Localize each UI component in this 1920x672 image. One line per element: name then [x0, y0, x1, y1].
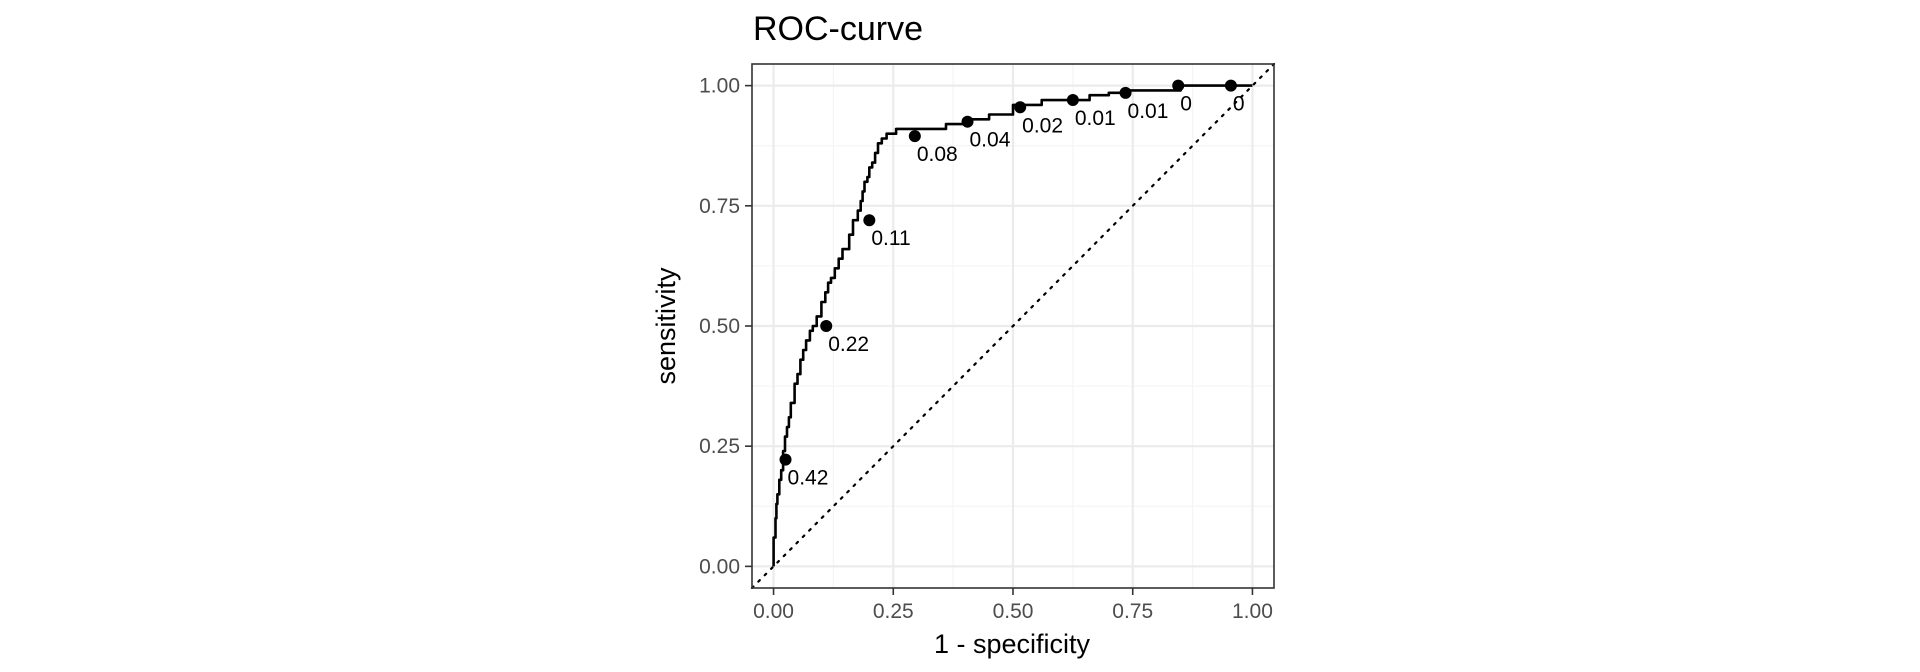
x-axis-title: 1 - specificity: [934, 629, 1091, 659]
y-axis: 0.00 0.25 0.50 0.75 1.00: [699, 75, 752, 578]
x-tick-label: 0.50: [993, 600, 1034, 623]
chart-title: ROC-curve: [753, 10, 923, 48]
y-tick-label: 1.00: [699, 75, 740, 98]
threshold-point: [1066, 94, 1079, 107]
x-tick-label: 1.00: [1232, 600, 1273, 623]
x-tick-label: 0.00: [753, 600, 794, 623]
y-tick-label: 0.00: [699, 555, 740, 578]
roc-curve-line: [772, 84, 1253, 567]
grid: [752, 64, 1274, 588]
threshold-label: 0.02: [1022, 114, 1063, 137]
threshold-label: 0.08: [917, 143, 958, 166]
threshold-point: [961, 115, 974, 128]
threshold-label: 0.01: [1075, 107, 1116, 130]
reference-line: [750, 62, 1276, 590]
threshold-label: 0.11: [871, 227, 910, 250]
threshold-point: [908, 130, 921, 143]
x-tick-label: 0.25: [873, 600, 914, 623]
threshold-label: 0.01: [1128, 100, 1169, 123]
threshold-label: 0: [1233, 93, 1245, 116]
threshold-point: [1224, 79, 1237, 92]
threshold-point: [820, 320, 833, 332]
threshold-label: 0.04: [970, 129, 1011, 152]
y-axis-title: sensitivity: [651, 267, 681, 385]
threshold-label: 0.42: [788, 467, 829, 490]
series-layer: [772, 84, 1253, 567]
y-tick-label: 0.50: [699, 315, 740, 338]
x-axis: 0.00 0.25 0.50 0.75 1.00: [753, 588, 1273, 623]
threshold-point: [1172, 79, 1185, 92]
y-tick-label: 0.25: [699, 435, 740, 458]
threshold-label: 0.22: [828, 333, 869, 356]
threshold-point: [779, 453, 792, 466]
reference-diagonal: [750, 62, 1276, 590]
threshold-point: [1014, 101, 1027, 114]
threshold-label: 0: [1180, 93, 1192, 116]
threshold-point: [863, 214, 876, 227]
y-tick-label: 0.75: [699, 195, 740, 218]
threshold-point: [1119, 86, 1132, 99]
x-tick-label: 0.75: [1112, 600, 1153, 623]
threshold-points: 0.42 0.22 0.11 0.08 0.04 0.02 0.01 0.01 0 0: [779, 79, 1245, 490]
